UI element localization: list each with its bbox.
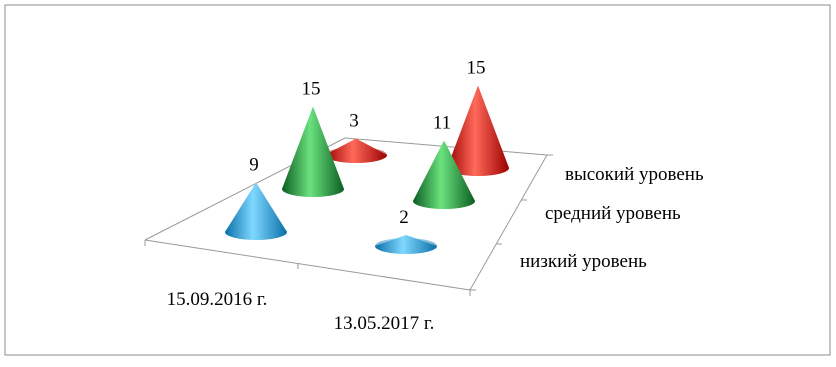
data-value-label: 2	[399, 207, 409, 228]
cone-mark	[282, 106, 344, 197]
cone-base	[325, 147, 387, 163]
data-value-label: 15	[302, 79, 321, 100]
series-tick-label: средний уровень	[545, 203, 681, 224]
data-value-label: 11	[433, 113, 451, 134]
x-tick-label: 15.09.2016 г.	[167, 289, 268, 310]
cone-mark	[325, 138, 387, 163]
series-tick-label: низкий уровень	[520, 251, 647, 272]
cone-mark	[413, 140, 475, 209]
cone-body	[413, 140, 475, 209]
cone-body	[447, 85, 509, 176]
y-axis-line	[469, 154, 548, 291]
cone-mark	[375, 235, 437, 254]
cone-body	[282, 106, 344, 197]
data-value-label: 15	[467, 58, 486, 79]
cone-base	[225, 224, 287, 240]
data-value-label: 3	[349, 111, 359, 132]
cone-base	[447, 160, 509, 176]
x-axis-line	[144, 239, 471, 291]
chart-border	[4, 4, 831, 356]
cone-base	[375, 238, 437, 254]
data-value-label: 9	[249, 155, 259, 176]
cone-mark	[447, 85, 509, 176]
cone-base	[413, 193, 475, 209]
series-tick-label: высокий уровень	[565, 164, 704, 185]
x-tick-label: 13.05.2017 г.	[334, 313, 435, 334]
cone-base	[282, 181, 344, 197]
cone-mark	[225, 182, 287, 240]
